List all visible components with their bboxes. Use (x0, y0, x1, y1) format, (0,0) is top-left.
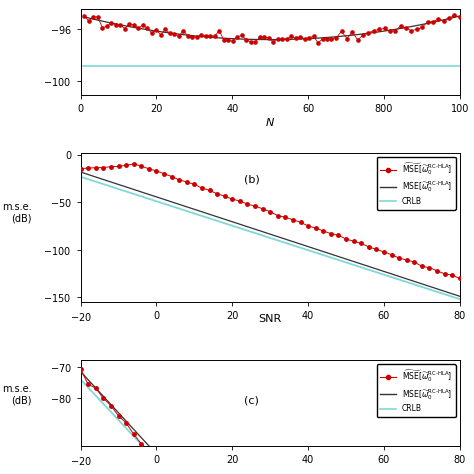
Text: (c): (c) (244, 395, 258, 405)
Text: (b): (b) (244, 175, 259, 185)
Legend: $\widetilde{\mathrm{MSE}}[\widetilde{\omega}_0^{\mathrm{RC\text{-}HLA}}]$, $\mat: $\widetilde{\mathrm{MSE}}[\widetilde{\om… (377, 157, 456, 210)
X-axis label: SNR: SNR (258, 314, 282, 324)
Y-axis label: m.s.e.
(dB): m.s.e. (dB) (2, 202, 31, 223)
Legend: $\widetilde{\mathrm{MSE}}[\widetilde{\omega}_0^{\mathrm{RC\text{-}HLA}}]$, $\mat: $\widetilde{\mathrm{MSE}}[\widetilde{\om… (377, 365, 456, 417)
X-axis label: $N$: $N$ (265, 116, 275, 128)
Y-axis label: m.s.e.
(dB): m.s.e. (dB) (2, 384, 31, 405)
